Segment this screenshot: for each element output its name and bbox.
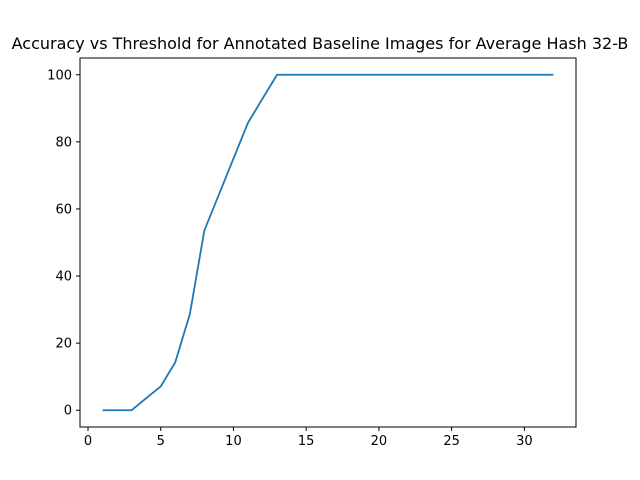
x-tick-label-10: 10 [225, 434, 242, 449]
x-tick-label-15: 15 [298, 434, 315, 449]
axes-frame [79, 57, 577, 428]
y-tick-label-0: 0 [64, 404, 72, 419]
series-line-0 [102, 73, 554, 412]
y-tick-label-60: 60 [55, 202, 72, 217]
chart-title: Accuracy vs Threshold for Annotated Base… [12, 34, 629, 53]
x-tick-label-25: 25 [443, 434, 460, 449]
y-tick-label-100: 100 [47, 68, 72, 83]
y-tick-label-80: 80 [55, 135, 72, 150]
plot-area: 0 5 10 15 20 25 30 0 20 40 60 80 100 [47, 57, 577, 449]
x-tick-label-30: 30 [516, 434, 533, 449]
x-tick-label-5: 5 [157, 434, 165, 449]
x-tick-label-0: 0 [84, 434, 92, 449]
y-tick-label-20: 20 [55, 337, 72, 352]
y-tick-label-40: 40 [55, 270, 72, 285]
x-tick-label-20: 20 [371, 434, 388, 449]
